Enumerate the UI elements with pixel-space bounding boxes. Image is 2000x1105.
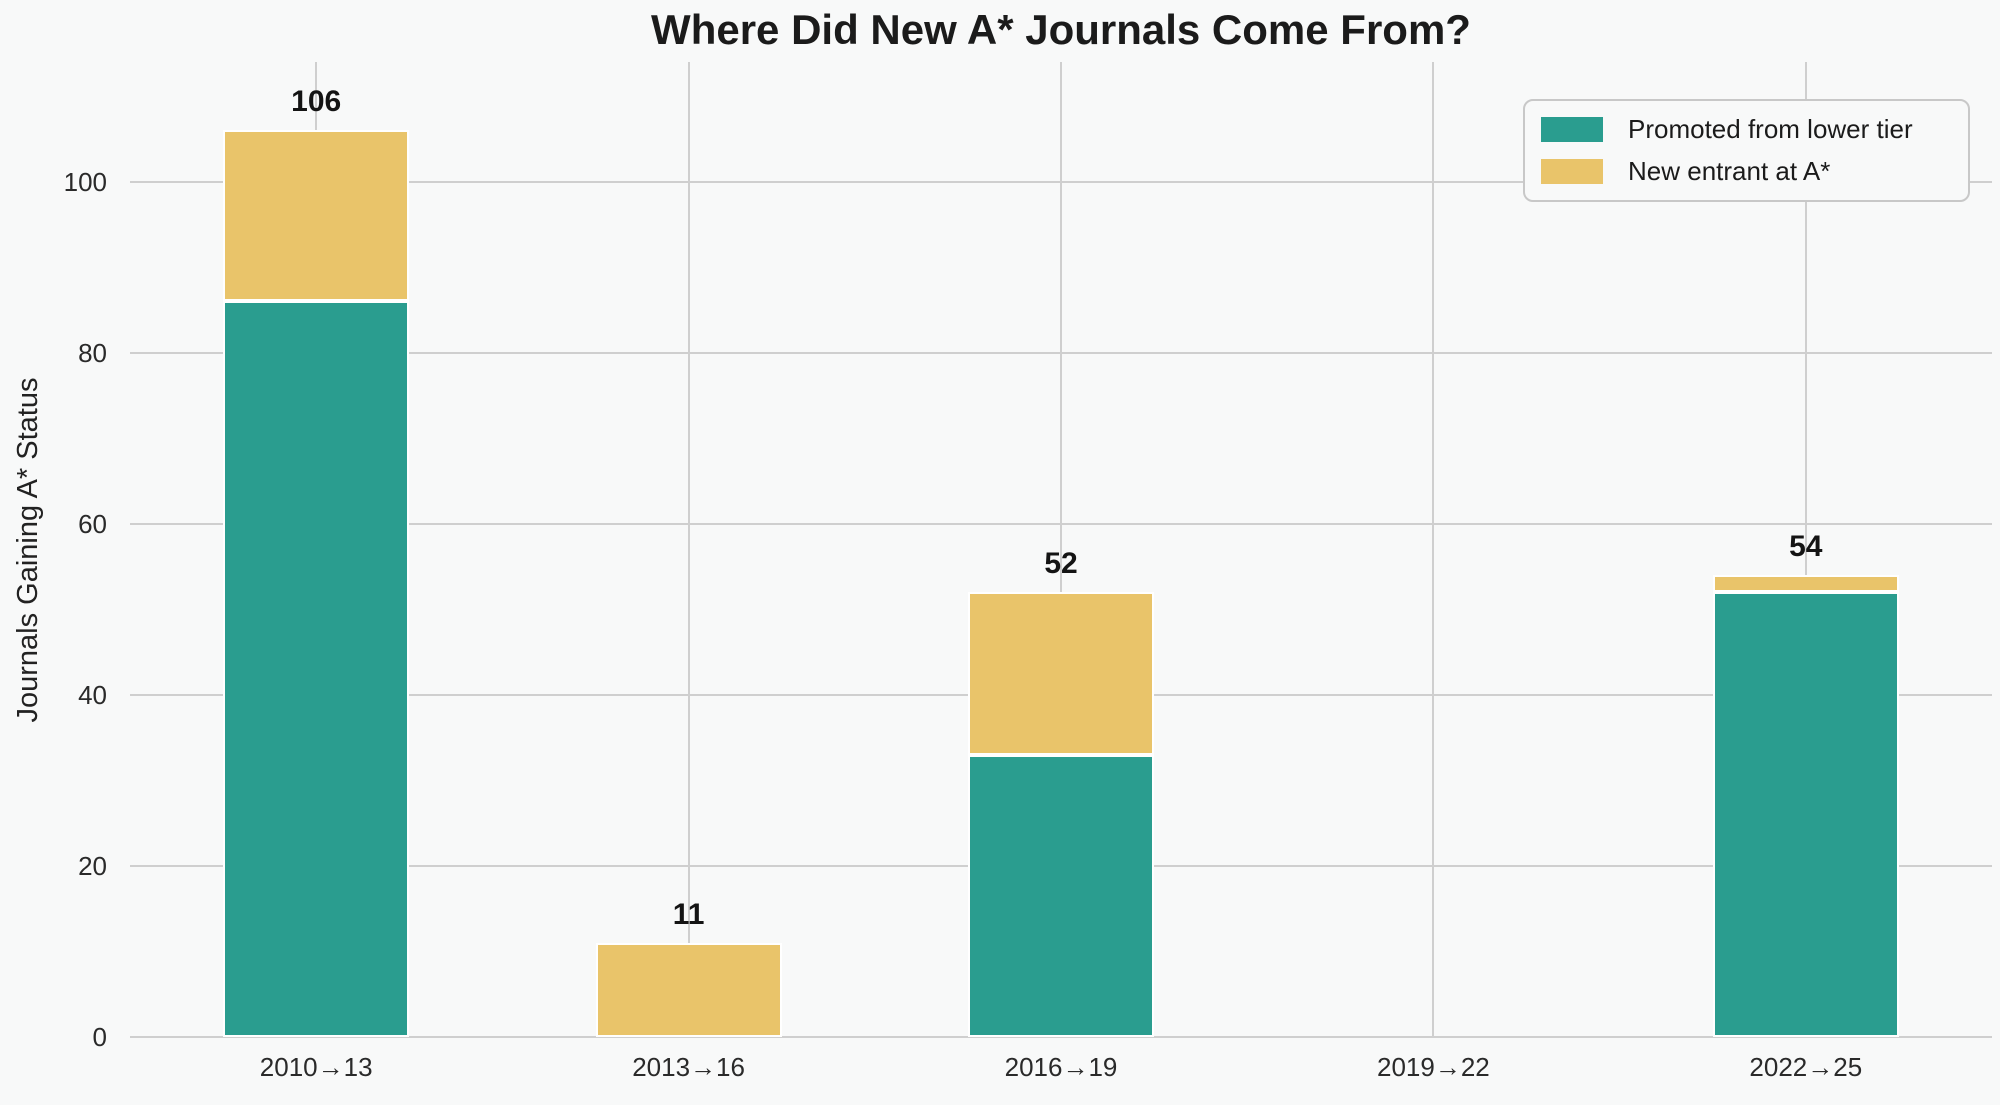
y-tick-label: 80 <box>78 337 107 368</box>
bar-segment <box>595 942 782 1037</box>
legend: Promoted from lower tier New entrant at A… <box>1523 99 1970 202</box>
y-axis-label: Journals Gaining A* Status <box>12 377 44 723</box>
x-tick-label: 2016→19 <box>1004 1052 1118 1082</box>
bar-total-label: 54 <box>1789 530 1823 564</box>
x-tick-label: 2022→25 <box>1749 1052 1863 1082</box>
bar-segment <box>223 130 410 302</box>
y-tick-label: 100 <box>63 166 107 197</box>
bar-segment <box>223 301 410 1037</box>
x-tick-label: 2019→22 <box>1377 1052 1490 1082</box>
y-tick-label: 20 <box>78 850 107 881</box>
y-tick-label: 0 <box>92 1022 107 1052</box>
chart-title: Where Did New A* Journals Come From? <box>651 6 1471 53</box>
vertical-gridline <box>1804 62 1807 1037</box>
bar-total-label: 52 <box>1044 547 1078 581</box>
legend-swatch <box>1541 159 1603 184</box>
vertical-gridline <box>687 62 690 1037</box>
bar-segment <box>1712 575 1899 593</box>
bar-segment <box>967 592 1155 755</box>
bar-segment <box>967 754 1155 1037</box>
bar-total-label: 106 <box>291 85 342 119</box>
x-tick-label: 2013→16 <box>632 1052 745 1082</box>
legend-item-label: Promoted from lower tier <box>1628 114 1913 144</box>
y-tick-label: 60 <box>78 508 107 539</box>
vertical-gridline <box>1060 62 1062 1037</box>
vertical-gridline <box>1432 62 1435 1037</box>
legend-swatch <box>1541 117 1603 142</box>
legend-item: Promoted from lower tier <box>1541 114 1952 145</box>
horizontal-gridline <box>130 1036 1992 1038</box>
legend-item: New entrant at A* <box>1541 156 1952 187</box>
bar-segment <box>1712 592 1899 1037</box>
y-tick-label: 40 <box>78 679 107 710</box>
bar-total-label: 11 <box>672 897 705 931</box>
legend-item-label: New entrant at A* <box>1628 156 1831 186</box>
x-tick-label: 2010→13 <box>259 1052 373 1082</box>
